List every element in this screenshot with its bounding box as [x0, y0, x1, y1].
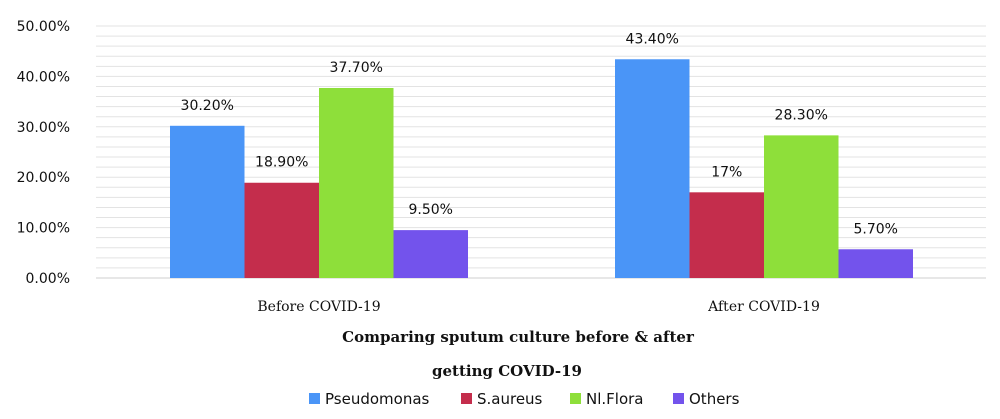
legend: Pseudomonas S.aureus Nl.Flora Others	[309, 390, 740, 408]
data-label: 5.70%	[854, 221, 898, 237]
y-tick-label: 40.00%	[17, 69, 70, 85]
bar	[764, 135, 839, 278]
legend-label: Nl.Flora	[586, 390, 644, 408]
chart-title-line-2: getting COVID-19	[432, 362, 582, 380]
legend-swatch	[461, 393, 472, 404]
legend-swatch	[309, 393, 320, 404]
x-category-label: Before COVID-19	[257, 299, 380, 315]
legend-swatch	[570, 393, 581, 404]
x-category-label: After COVID-19	[707, 299, 820, 315]
x-axis-categories: Before COVID-19 After COVID-19	[257, 299, 819, 315]
data-label: 18.90%	[255, 155, 308, 171]
y-tick-label: 0.00%	[26, 271, 70, 287]
data-label: 37.70%	[330, 60, 383, 76]
chart-title-line-1: Comparing sputum culture before & after	[342, 328, 695, 346]
y-axis-ticks: 0.00% 10.00% 20.00% 30.00% 40.00% 50.00%	[17, 19, 70, 287]
bar	[615, 59, 690, 278]
bar	[393, 230, 468, 278]
legend-label: Others	[689, 390, 740, 408]
data-label: 28.30%	[775, 107, 828, 123]
y-tick-label: 50.00%	[17, 19, 70, 35]
bar	[319, 87, 394, 278]
legend-label: S.aureus	[477, 390, 543, 408]
y-tick-label: 30.00%	[17, 120, 70, 136]
y-tick-label: 20.00%	[17, 170, 70, 186]
data-label: 17%	[711, 164, 742, 180]
legend-swatch	[673, 393, 684, 404]
chart-title: Comparing sputum culture before & after …	[342, 328, 695, 380]
data-label: 9.50%	[409, 202, 453, 218]
legend-label: Pseudomonas	[325, 390, 430, 408]
bar	[689, 192, 764, 278]
data-labels: 30.20% 18.90% 37.70% 9.50% 43.40% 17% 28.30% 5.…	[181, 31, 898, 237]
bar	[170, 125, 245, 279]
bar	[244, 182, 319, 278]
bar	[838, 249, 913, 278]
data-label: 43.40%	[626, 31, 679, 47]
y-tick-label: 10.00%	[17, 221, 70, 237]
bars	[170, 59, 913, 279]
data-label: 30.20%	[181, 98, 234, 114]
